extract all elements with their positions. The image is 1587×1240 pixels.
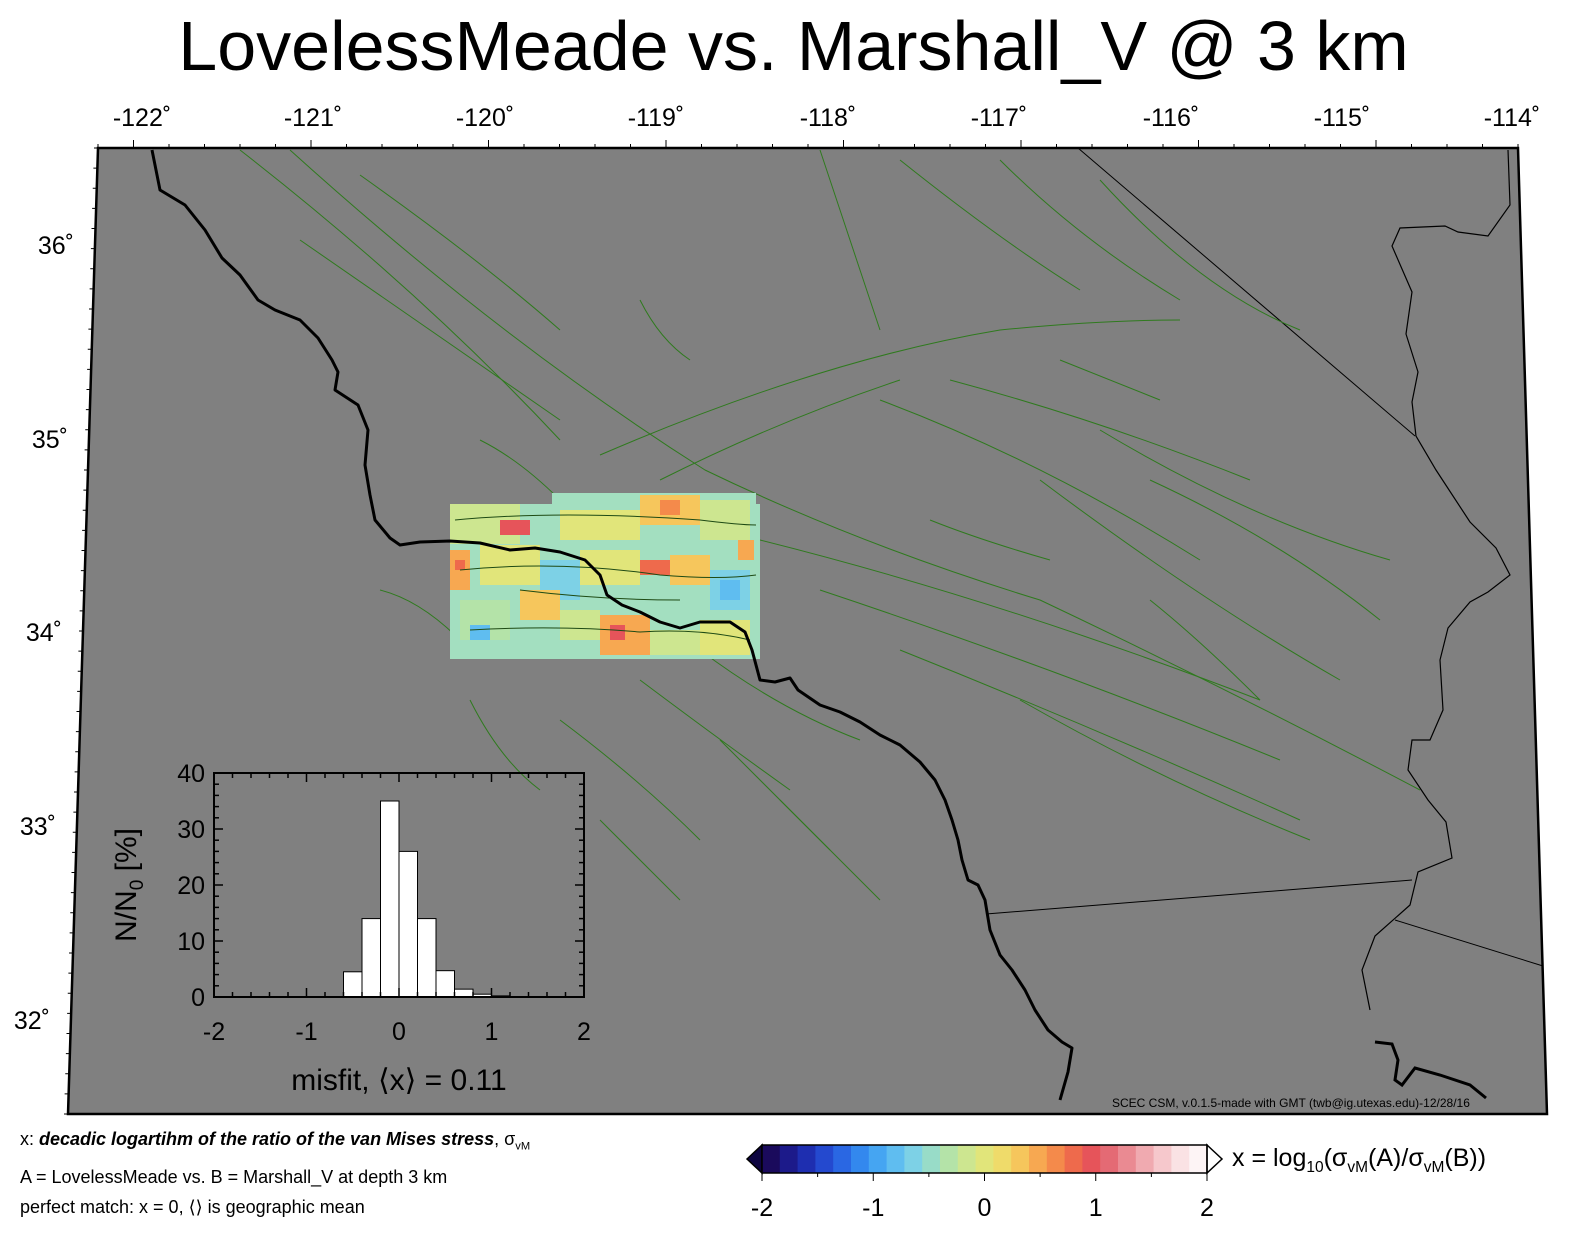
colorbar-tick-labels: -2 -1 0 1 2	[751, 1194, 1214, 1222]
histogram-bar	[361, 918, 381, 998]
colorbar-swatch	[1189, 1145, 1208, 1173]
histogram-y-tick-label: 0	[191, 984, 205, 1012]
note-line-3: perfect match: x = 0, ⟨⟩ is geographic m…	[20, 1196, 365, 1217]
colorbar-swatch	[904, 1145, 923, 1173]
lon-label-4: -118˚	[800, 104, 857, 132]
colorbar-swatch	[1011, 1145, 1030, 1173]
colorbar-swatch	[1135, 1145, 1155, 1173]
raster-faults	[454, 514, 757, 641]
histogram-bar	[398, 850, 418, 998]
colorbar-swatch	[1064, 1145, 1083, 1173]
map-credit: SCEC CSM, v.0.1.5-made with GMT (twb@ig.…	[1112, 1096, 1470, 1110]
histogram-x-tick-label: 1	[485, 1018, 499, 1046]
colorbar-swatch	[993, 1145, 1012, 1173]
colorbar-swatch	[1029, 1145, 1048, 1173]
note-line-2: A = LovelessMeade vs. B = Marshall_V at …	[20, 1166, 448, 1187]
histogram-y-tick-label: 10	[177, 928, 205, 956]
histogram-bar	[454, 988, 474, 998]
colorbar-swatch	[886, 1145, 905, 1173]
colorbar-tick-label: 2	[1200, 1194, 1214, 1222]
colorbar-tick-label: 0	[978, 1194, 992, 1222]
colorbar-swatch	[1046, 1145, 1066, 1173]
colorbar: -2 -1 0 1 2	[745, 1143, 1224, 1222]
histogram-y-tick-label: 30	[177, 816, 205, 844]
histogram-bars	[343, 800, 511, 998]
page-title: LovelessMeade vs. Marshall_V @ 3 km	[178, 7, 1409, 85]
colorbar-swatch	[868, 1145, 888, 1173]
histogram-xlabel: misfit, ⟨x⟩ = 0.11	[291, 1064, 506, 1097]
lon-label-2: -120˚	[456, 104, 514, 132]
colorbar-swatch	[779, 1145, 799, 1173]
histogram-y-tick-labels: 0 10 20 30 40	[177, 760, 205, 1012]
lon-label-8: -114˚	[1484, 104, 1541, 132]
histogram-ticks	[213, 772, 585, 998]
histogram-y-tick-label: 20	[177, 872, 205, 900]
coastline	[150, 149, 1074, 1101]
lat-label-0: 36˚	[38, 232, 74, 260]
lon-label-1: -121˚	[284, 104, 342, 132]
longitude-labels: -122˚ -121˚ -120˚ -119˚ -118˚ -117˚ -116…	[113, 104, 1540, 132]
fault-lines	[239, 149, 1421, 901]
frame-ticks	[64, 140, 1519, 1115]
lat-label-3: 33˚	[20, 813, 56, 841]
colorado-river	[1361, 149, 1511, 1011]
lon-label-5: -117˚	[971, 104, 1028, 132]
colorbar-swatch	[762, 1145, 781, 1173]
colorbar-swatch	[922, 1145, 941, 1173]
land-area	[68, 148, 1547, 1114]
lat-label-4: 32˚	[14, 1007, 50, 1035]
histogram-ylabel: N/N0 [%]	[110, 828, 148, 942]
colorbar-label: x = log10(σvM(A)/σvM(B))	[1232, 1144, 1487, 1176]
histogram-x-tick-label: 2	[577, 1018, 591, 1046]
lat-label-2: 34˚	[26, 619, 62, 647]
lon-label-3: -119˚	[628, 104, 685, 132]
histogram-x-tick-label: 0	[392, 1018, 406, 1046]
colorbar-swatch	[797, 1145, 816, 1173]
lon-label-0: -122˚	[113, 104, 171, 132]
colorbar-swatch	[940, 1145, 959, 1173]
misfit-raster	[450, 493, 760, 659]
colorbar-swatch	[851, 1145, 870, 1173]
histogram-x-tick-label: -1	[295, 1018, 317, 1046]
histogram-x-tick-labels: -2 -1 0 1 2	[203, 1018, 591, 1046]
note-line-1: x: decadic logartihm of the ratio of the…	[20, 1129, 531, 1153]
colorbar-ticks	[761, 1173, 1208, 1181]
colorbar-swatch	[957, 1145, 977, 1173]
colorbar-swatches	[762, 1145, 1208, 1173]
colorbar-swatch	[1153, 1145, 1172, 1173]
colorbar-tick-label: -2	[751, 1194, 773, 1222]
histogram-inset: -2 -1 0 1 2 0 10 20 30 40 misfit, ⟨x⟩ = 0.11 N/N…	[110, 760, 591, 1097]
lon-label-7: -115˚	[1314, 104, 1371, 132]
figure-notes: x: decadic logartihm of the ratio of the…	[20, 1124, 530, 1222]
colorbar-swatch	[1118, 1145, 1137, 1173]
histogram-x-tick-label: -2	[203, 1018, 225, 1046]
colorbar-swatch	[1171, 1145, 1190, 1173]
colorbar-tick-label: -1	[862, 1194, 884, 1222]
latitude-labels: 36˚ 35˚ 34˚ 33˚ 32˚	[14, 232, 74, 1035]
colorbar-swatch	[1100, 1145, 1119, 1173]
histogram-y-tick-label: 40	[177, 760, 205, 788]
colorbar-low-triangle	[745, 1143, 763, 1175]
lat-label-1: 35˚	[32, 426, 68, 454]
state-borders	[985, 147, 1544, 967]
colorbar-swatch	[975, 1145, 994, 1173]
histogram-bar	[417, 918, 437, 998]
colorbar-tick-label: 1	[1089, 1194, 1103, 1222]
histogram-bar	[343, 971, 363, 998]
colorbar-high-triangle	[1206, 1143, 1224, 1175]
coastline-baja-gulf	[1374, 1040, 1487, 1100]
colorbar-swatch	[1082, 1145, 1101, 1173]
colorbar-swatch	[815, 1145, 834, 1173]
histogram-bar	[435, 970, 455, 998]
histogram-bar	[380, 800, 400, 998]
lon-label-6: -116˚	[1143, 104, 1200, 132]
colorbar-swatch	[833, 1145, 852, 1173]
